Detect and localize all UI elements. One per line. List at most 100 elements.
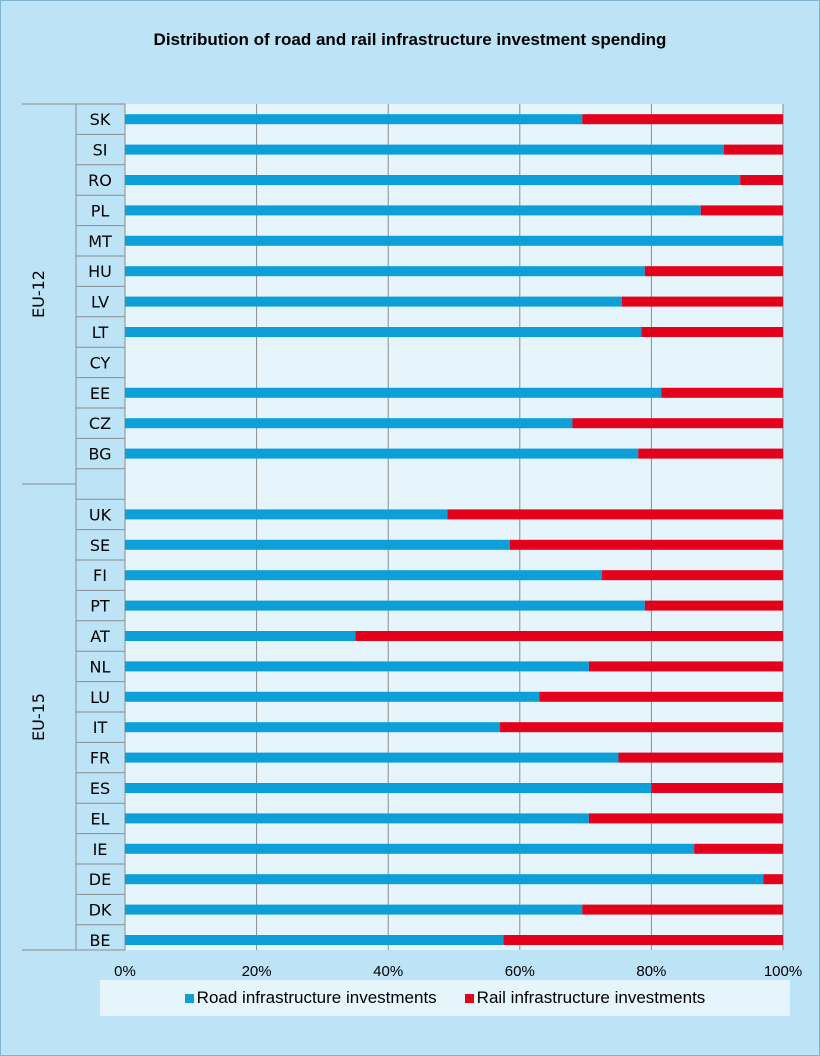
category-label-si: SI [93, 141, 108, 160]
category-label-ee: EE [90, 384, 110, 403]
bar-rail-fr [618, 752, 783, 763]
group-labels: EU-12 EU-15 [29, 270, 48, 741]
category-label-bg: BG [88, 445, 111, 464]
legend-label-rail: Rail infrastructure investments [476, 988, 706, 1007]
category-label-dk: DK [89, 901, 112, 920]
bar-road-pl [125, 205, 701, 216]
x-tick-label: 0% [114, 963, 136, 980]
category-label-at: AT [90, 627, 110, 646]
bar-rail-lv [621, 296, 783, 307]
bar-road-at [125, 631, 356, 641]
bar-road-lu [125, 691, 540, 702]
bar-rail-cz [572, 418, 783, 429]
category-label-fr: FR [90, 749, 110, 768]
category-label-lv: LV [91, 293, 109, 312]
bar-road-ro [125, 175, 741, 185]
bar-road-el [125, 813, 589, 824]
bar-rail-lt [641, 327, 783, 337]
bar-road-ie [125, 843, 695, 854]
category-label-lu: LU [90, 688, 110, 707]
legend-item-road: Road infrastructure investments [184, 988, 437, 1008]
bar-rail-uk [447, 509, 783, 520]
category-label-cz: CZ [89, 414, 111, 433]
bar-road-sk [125, 114, 583, 125]
legend-swatch-road [184, 993, 194, 1003]
bar-rail-hu [644, 266, 783, 277]
category-label-sk: SK [90, 110, 111, 129]
bar-road-fr [125, 752, 619, 763]
bar-road-lv [125, 296, 622, 307]
category-label-es: ES [90, 779, 110, 798]
category-label-uk: UK [89, 505, 112, 524]
bar-road-lt [125, 327, 642, 337]
legend-label-road: Road infrastructure investments [196, 988, 437, 1007]
bar-rail-it [500, 722, 783, 733]
bar-road-it [125, 722, 501, 733]
category-label-el: EL [90, 809, 109, 828]
bar-rail-bg [638, 448, 783, 459]
bar-rail-pl [700, 205, 783, 216]
bar-rail-si [723, 144, 783, 155]
x-tick-label: 40% [373, 963, 403, 980]
bar-rail-ro [740, 175, 783, 185]
bar-rail-lu [539, 691, 783, 702]
bar-road-si [125, 144, 724, 155]
group-label-eu-15: EU-15 [29, 693, 48, 741]
bar-rail-at [355, 631, 783, 641]
category-label-it: IT [93, 718, 108, 737]
bar-rail-dk [582, 904, 783, 915]
x-tick-label: 20% [242, 963, 272, 980]
category-label-pl: PL [91, 201, 110, 220]
bar-rail-ie [694, 843, 783, 854]
bar-road-mt [125, 235, 783, 246]
x-tick-label: 100% [764, 963, 802, 980]
bar-rail-el [588, 813, 783, 824]
category-label-be: BE [89, 931, 110, 950]
category-label-ie: IE [93, 840, 108, 859]
bar-road-uk [125, 509, 448, 520]
bar-road-hu [125, 266, 645, 277]
bar-rail-be [503, 935, 783, 945]
bar-road-bg [125, 448, 639, 459]
legend-item-rail: Rail infrastructure investments [464, 988, 706, 1008]
bar-road-cz [125, 418, 573, 429]
category-label-se: SE [90, 536, 110, 555]
category-label-nl: NL [90, 657, 111, 676]
category-label-pt: PT [90, 597, 110, 616]
bar-rail-se [509, 539, 783, 550]
category-label-cy: CY [90, 353, 111, 372]
category-label-lt: LT [92, 323, 109, 342]
bar-rail-nl [588, 661, 783, 672]
bar-road-nl [125, 661, 589, 672]
bars [125, 114, 783, 945]
legend: Road infrastructure investments Rail inf… [100, 980, 790, 1016]
bar-road-se [125, 539, 510, 550]
group-label-eu-12: EU-12 [29, 270, 48, 318]
category-label-fi: FI [93, 566, 107, 585]
bar-rail-de [763, 874, 783, 885]
x-tick-label: 60% [505, 963, 535, 980]
bar-rail-es [651, 783, 783, 793]
category-labels: SK SI RO PL MT HU LV LT CY EE CZ BG UK SE FI PT AT NL LU IT… [88, 110, 112, 950]
bar-road-de [125, 874, 764, 885]
category-label-mt: MT [88, 232, 112, 251]
category-axis [22, 103, 126, 951]
bar-road-dk [125, 904, 583, 915]
category-label-de: DE [89, 870, 111, 889]
bar-road-be [125, 935, 504, 945]
chart-title: Distribution of road and rail infrastruc… [153, 30, 667, 49]
bar-rail-sk [582, 114, 783, 125]
category-label-hu: HU [88, 262, 112, 281]
category-label-ro: RO [88, 171, 112, 190]
x-tick-labels: 0% 20% 40% 60% 80% 100% [114, 963, 802, 980]
bar-road-es [125, 783, 652, 793]
legend-swatch-rail [464, 993, 474, 1003]
bar-rail-fi [602, 570, 783, 581]
bar-rail-ee [661, 387, 783, 398]
bar-road-fi [125, 570, 603, 581]
x-tick-label: 80% [636, 963, 666, 980]
bar-rail-pt [644, 600, 783, 611]
bar-road-ee [125, 387, 662, 398]
bar-road-pt [125, 600, 645, 611]
